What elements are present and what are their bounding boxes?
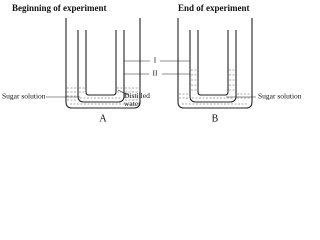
liquid xyxy=(179,69,251,105)
label: Distilled water xyxy=(124,92,150,108)
setup-label: A xyxy=(99,113,107,124)
diagram: Beginning of experiment End of experimen… xyxy=(2,3,302,124)
label: Sugar solution xyxy=(258,92,302,101)
setup-b xyxy=(177,18,253,109)
label: II xyxy=(153,69,158,78)
u-tube xyxy=(85,30,117,96)
beaker xyxy=(177,18,253,109)
heading: Beginning of experiment xyxy=(12,3,107,13)
heading: End of experiment xyxy=(178,3,250,13)
u-tube xyxy=(77,30,125,103)
label-box: Distilled water xyxy=(124,92,150,108)
leader-lines xyxy=(46,60,256,98)
beaker xyxy=(65,18,141,109)
label: Sugar solution xyxy=(2,92,46,101)
setup-label: B xyxy=(212,113,219,124)
label: I xyxy=(154,56,157,65)
u-tube xyxy=(197,30,229,96)
u-tube xyxy=(189,30,237,103)
